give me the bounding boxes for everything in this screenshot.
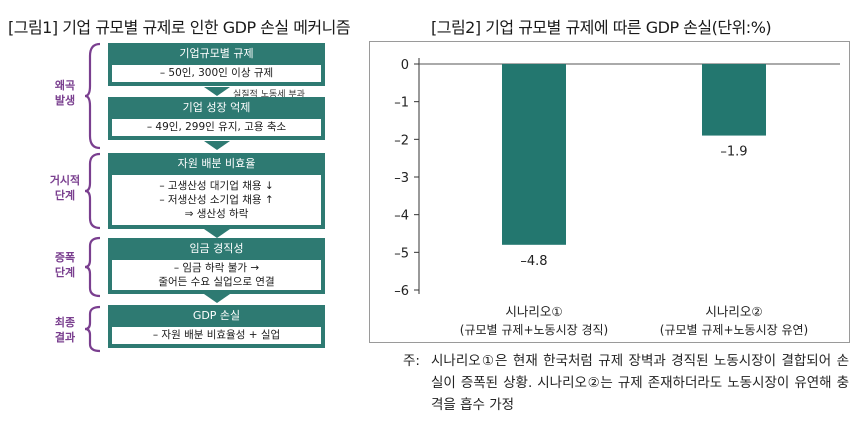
stage-label-line2: 단계	[54, 189, 76, 202]
block-body: – 49인, 299인 유지, 고용 축소	[112, 119, 321, 136]
bar-1	[502, 64, 566, 245]
gdp-loss-chart: 0 –1 –2 –3 –4 –5 –6 –4.8 시나리오① (규모별 규제+노동시장 경직) –1…	[394, 58, 840, 337]
stage-label-amplification: 증폭 단계	[45, 250, 85, 280]
block-line: – 50인, 300인 이상 규제	[159, 67, 274, 79]
figure1-title: [그림1] 기업 규모별 규제로 인한 GDP 손실 메커니즘	[8, 18, 351, 37]
y-tick-label: –5	[394, 246, 409, 261]
x-category-label: 시나리오②	[705, 304, 762, 319]
arrow-down-icon	[204, 294, 230, 303]
arrow-down-icon	[204, 141, 230, 150]
stage-label-line1: 최종	[54, 316, 76, 329]
bar-2	[702, 64, 766, 136]
note-text: 시나리오①은 현재 한국처럼 규제 장벽과 경직된 노동시장이 결합되어 손실이…	[431, 353, 849, 413]
block-line: – 저생산성 소기업 채용 ↑	[159, 194, 274, 206]
stage-label-final: 최종 결과	[45, 315, 85, 345]
block-header: 임금 경직성	[189, 242, 244, 255]
y-tick-label: 0	[401, 58, 409, 73]
stage-label-line1: 왜곡	[54, 79, 76, 92]
y-tick-label: –3	[394, 171, 409, 186]
chart-frame: 0 –1 –2 –3 –4 –5 –6 –4.8 시나리오① (규모별 규제+노동시장 경직) –1…	[369, 41, 850, 343]
block-header: 자원 배분 비효율	[177, 157, 256, 170]
x-category-label: 시나리오①	[505, 304, 562, 319]
bar-value-label: –4.8	[520, 254, 547, 269]
block-body: – 고생산성 대기업 채용 ↓ – 저생산성 소기업 채용 ↑ ⇒ 생산성 하락	[112, 175, 321, 225]
block-line: 줄어든 수요 실업으로 연결	[158, 276, 275, 288]
brace-amplification	[84, 236, 101, 298]
bar-value-label: –1.9	[720, 145, 747, 160]
stage-label-line2: 결과	[54, 331, 76, 344]
block-body: – 자원 배분 비효율성 + 실업	[112, 327, 321, 344]
y-tick-label: –1	[394, 96, 409, 111]
stage-label-line2: 발생	[54, 94, 76, 107]
brace-final	[84, 305, 101, 353]
stage-label-line1: 증폭	[54, 251, 76, 264]
x-category-sublabel: (규모별 규제+노동시장 유연)	[660, 323, 809, 337]
block-size-regulation: 기업규모별 규제 – 50인, 300인 이상 규제	[108, 43, 325, 86]
arrow-down-icon	[204, 87, 230, 96]
block-line: – 고생산성 대기업 채용 ↓	[159, 180, 274, 192]
y-tick-label: –6	[394, 284, 409, 299]
stage-label-macro: 거시적 단계	[45, 173, 85, 203]
block-gdp-loss: GDP 손실 – 자원 배분 비효율성 + 실업	[108, 305, 325, 348]
x-category-sublabel: (규모별 규제+노동시장 경직)	[460, 323, 609, 337]
stage-label-line2: 단계	[54, 266, 76, 279]
block-line: ⇒ 생산성 하락	[184, 208, 249, 220]
stage-label-distortion: 왜곡 발생	[45, 78, 85, 108]
y-tick-label: –4	[394, 209, 409, 224]
block-wage-rigidity: 임금 경직성 – 임금 하락 불가 → 줄어든 수요 실업으로 연결	[108, 238, 325, 294]
block-line: – 임금 하락 불가 →	[173, 262, 260, 274]
block-resource-misallocation: 자원 배분 비효율 – 고생산성 대기업 채용 ↓ – 저생산성 소기업 채용 …	[108, 153, 325, 229]
block-header: 기업 성장 억제	[182, 101, 251, 114]
arrow-down-icon	[204, 229, 230, 238]
stage-label-line1: 거시적	[49, 174, 81, 187]
brace-macro	[84, 152, 101, 230]
brace-distortion	[84, 42, 101, 150]
y-tick-label: –2	[394, 133, 409, 148]
chart-note: 주: 시나리오①은 현재 한국처럼 규제 장벽과 경직된 노동시장이 결합되어 …	[403, 350, 849, 416]
block-growth-suppression: 기업 성장 억제 – 49인, 299인 유지, 고용 축소	[108, 97, 325, 140]
side-note: 실질적 노동세 부과	[233, 90, 305, 100]
note-prefix: 주:	[403, 353, 420, 369]
figure2-title: [그림2] 기업 규모별 규제에 따른 GDP 손실(단위:%)	[431, 18, 772, 37]
block-header: 기업규모별 규제	[179, 47, 254, 60]
block-body: – 50인, 300인 이상 규제	[112, 65, 321, 82]
block-body: – 임금 하락 불가 → 줄어든 수요 실업으로 연결	[112, 260, 321, 290]
block-line: – 49인, 299인 유지, 고용 축소	[146, 121, 287, 133]
block-line: – 자원 배분 비효율성 + 실업	[152, 329, 281, 341]
block-header: GDP 손실	[192, 309, 241, 322]
